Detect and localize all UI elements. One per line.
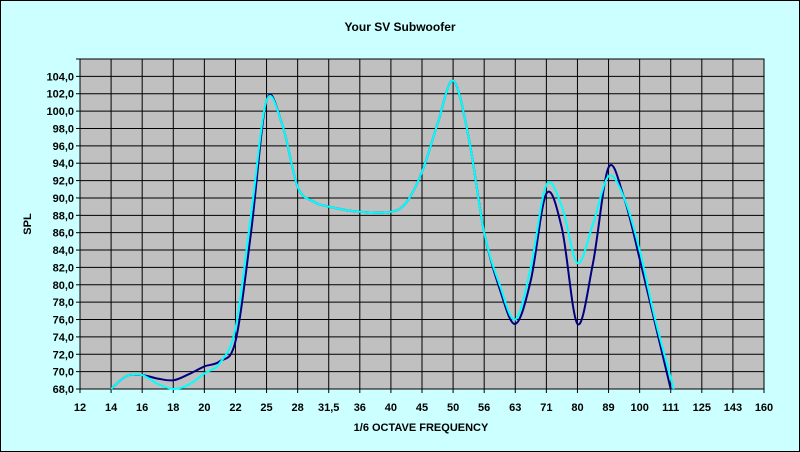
chart-title: Your SV Subwoofer [344,20,455,34]
y-tick-label: 90,0 [53,193,74,205]
x-axis-title: 1/6 OCTAVE FREQUENCY [354,422,489,434]
grid-layer [79,58,765,390]
series-line-2 [110,79,675,391]
x-tick-label: 80 [571,402,583,414]
x-tick-label: 160 [755,402,773,414]
y-tick-label: 84,0 [53,245,74,257]
x-tick-label: 56 [478,402,490,414]
x-tick-label: 143 [724,402,742,414]
y-tick-label: 74,0 [53,332,74,344]
y-tick-label: 98,0 [53,123,74,135]
x-tick-label: 100 [630,402,648,414]
x-tick-label: 45 [416,402,428,414]
y-tick-label: 104,0 [46,71,74,83]
y-tick-label: 92,0 [53,176,74,188]
x-tick-label: 25 [260,402,272,414]
x-tick-label: 31,5 [318,402,339,414]
x-tick-label: 125 [693,402,711,414]
x-tick-label: 111 [662,402,679,414]
y-tick-label: 100,0 [46,106,74,118]
y-tick-label: 80,0 [53,280,74,292]
x-tick-label: 20 [198,402,210,414]
x-tick-label: 40 [385,402,397,414]
y-tick-labels: 68,0 70,0 72,0 74,0 76,0 78,0 80,0 82,0 84,0 86,0… [46,58,80,396]
y-tick-label: 76,0 [53,315,74,327]
x-tick-label: 22 [229,402,241,414]
y-tick-label: 82,0 [53,262,74,274]
x-tick-label: 71 [540,402,552,414]
x-tick-label: 63 [509,402,521,414]
y-axis-title: SPL [22,213,34,235]
series-layer [110,79,675,391]
x-tick-label: 36 [354,402,366,414]
y-tick-label: 88,0 [53,210,74,222]
x-tick-labels: 12 14 16 18 20 22 25 28 31,5 36 40 45 50 56 63 71 80 89 10… [74,389,773,414]
x-tick-label: 28 [292,402,304,414]
x-tick-label: 50 [447,402,459,414]
y-tick-label: 86,0 [53,228,74,240]
y-tick-label: 102,0 [46,89,74,101]
y-tick-label: 78,0 [53,297,74,309]
y-tick-label: 94,0 [53,158,74,170]
x-tick-label: 12 [74,402,86,414]
x-tick-label: 89 [602,402,614,414]
x-tick-label: 18 [167,402,179,414]
y-tick-label: 96,0 [53,141,74,153]
y-tick-label: 70,0 [53,367,74,379]
x-tick-label: 16 [136,402,148,414]
y-tick-label: 68,0 [53,384,74,396]
y-tick-label: 72,0 [53,349,74,361]
x-tick-label: 14 [105,402,118,414]
